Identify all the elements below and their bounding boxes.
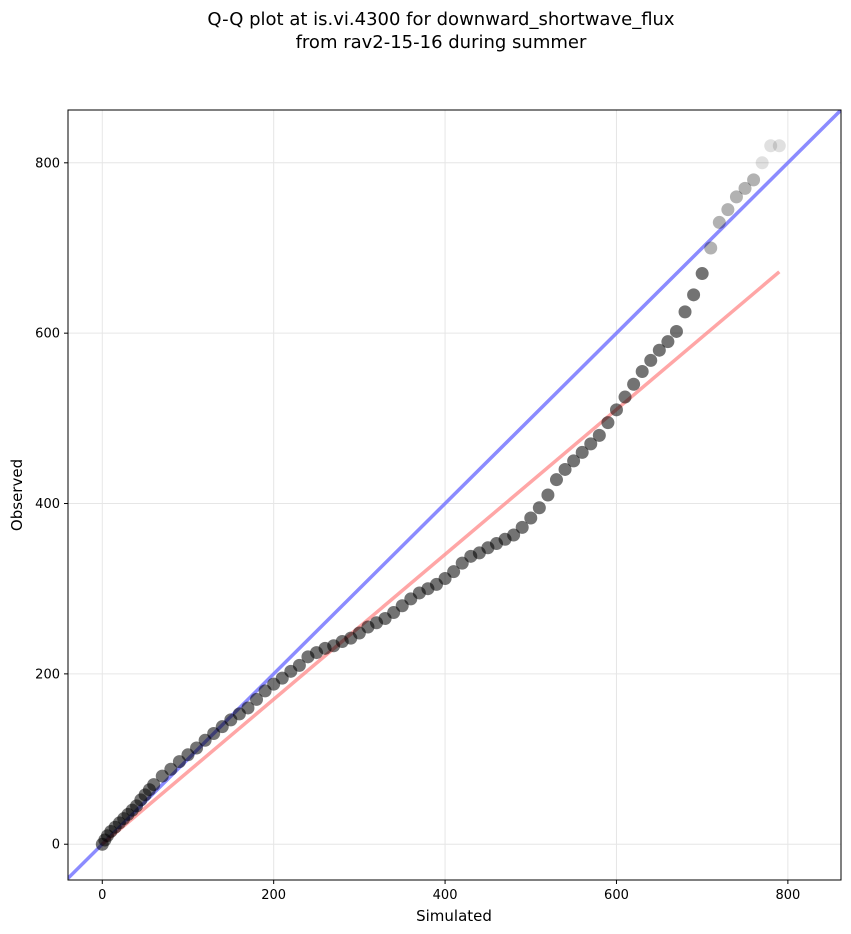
qq-point — [635, 364, 649, 378]
qq-point — [721, 203, 735, 217]
fit-line — [101, 270, 781, 846]
plot-frame — [67, 109, 842, 881]
qq-point — [507, 528, 521, 542]
qq-point — [695, 267, 709, 281]
y-tick-label: 800 — [35, 156, 60, 171]
y-tick-label: 0 — [52, 838, 60, 853]
x-tick-label: 0 — [98, 888, 106, 903]
y-tick-label: 600 — [35, 327, 60, 342]
qq-point — [447, 565, 461, 579]
qq-point — [652, 343, 666, 357]
qq-point — [241, 701, 255, 715]
qq-point — [524, 511, 538, 525]
grid-lines — [68, 110, 841, 880]
x-tick-label: 400 — [433, 888, 458, 903]
qq-point — [601, 416, 615, 430]
qq-point — [292, 658, 306, 672]
qq-point — [190, 741, 204, 755]
qq-point — [592, 428, 606, 442]
qq-point — [747, 173, 761, 187]
chart-title-line-1: Q-Q plot at is.vi.4300 for downward_shor… — [207, 9, 675, 30]
qq-point — [712, 215, 726, 229]
qq-point — [644, 353, 658, 367]
qq-point — [164, 762, 178, 776]
qq-point — [549, 473, 563, 487]
qq-points — [95, 139, 786, 851]
qq-point — [584, 437, 598, 451]
qq-point — [515, 520, 529, 534]
chart-title-line-2: from rav2-15-16 during summer — [296, 32, 587, 53]
qq-point — [729, 190, 743, 204]
qq-point — [609, 403, 623, 417]
qq-point — [575, 445, 589, 459]
y-tick-label: 200 — [35, 667, 60, 682]
x-tick-label: 800 — [775, 888, 800, 903]
qq-point — [147, 778, 161, 792]
axis-ticks: 0 200 400 600 800 0 200 400 600 800 — [35, 156, 800, 903]
qq-point — [250, 692, 264, 706]
qq-point — [738, 181, 752, 195]
qq-point — [661, 335, 675, 349]
qq-point — [755, 156, 769, 170]
x-axis-label: Simulated — [416, 907, 492, 925]
qq-point — [704, 241, 718, 255]
qq-point — [669, 324, 683, 338]
qq-point — [567, 454, 581, 468]
qq-point — [532, 501, 546, 515]
qq-point — [541, 488, 555, 502]
qq-point — [678, 305, 692, 319]
qq-point — [764, 139, 778, 153]
qq-point — [627, 377, 641, 391]
qq-point — [558, 462, 572, 476]
qq-point — [772, 139, 786, 153]
x-tick-label: 600 — [604, 888, 629, 903]
x-tick-label: 200 — [261, 888, 286, 903]
qq-point — [618, 390, 632, 404]
y-axis-label: Observed — [8, 459, 26, 531]
y-tick-label: 400 — [35, 497, 60, 512]
qq-point — [687, 288, 701, 302]
